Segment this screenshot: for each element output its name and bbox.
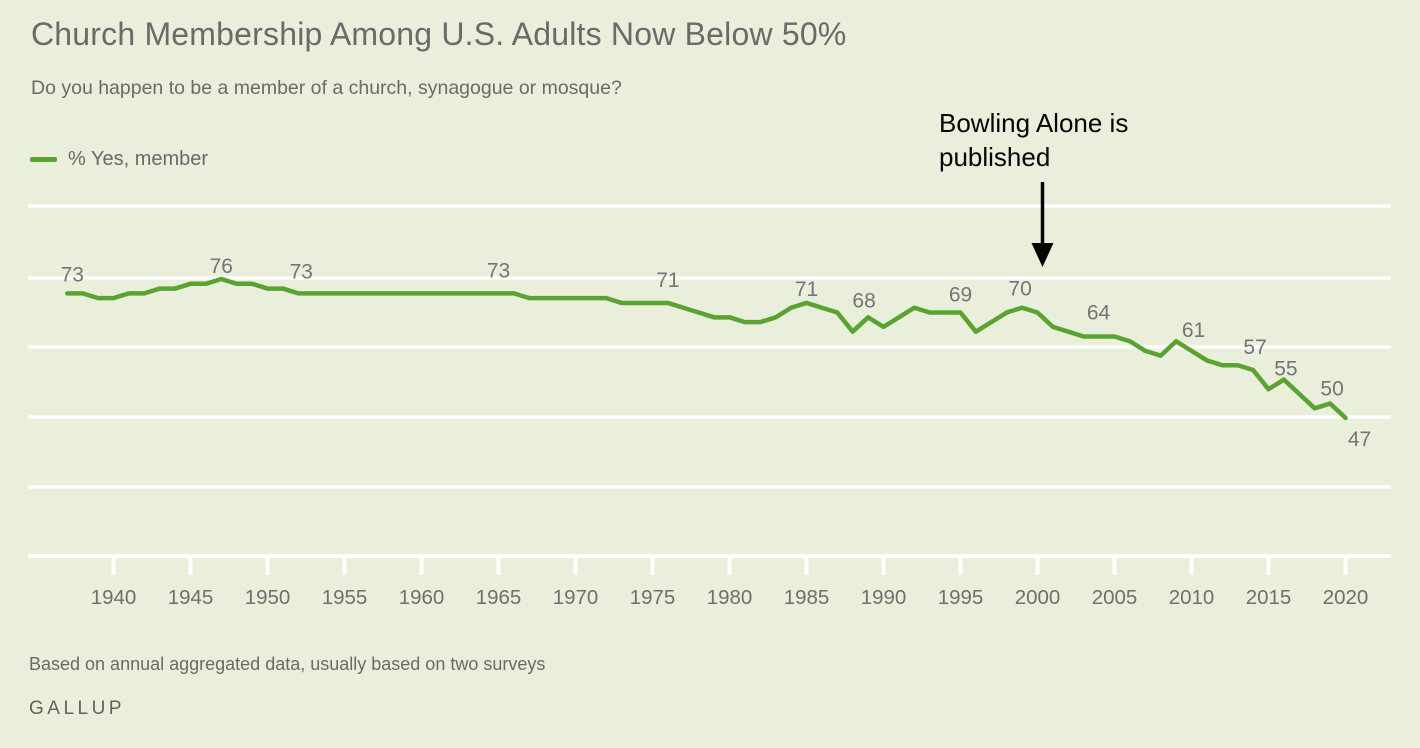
data-point-label: 68: [852, 289, 875, 312]
data-point-label: 71: [795, 278, 818, 301]
data-point-label: 69: [949, 284, 972, 307]
page-title: Church Membership Among U.S. Adults Now …: [31, 16, 847, 52]
legend-label: % Yes, member: [68, 148, 209, 170]
gallup-logo: GALLUP: [29, 698, 125, 719]
series-line: [65, 276, 1348, 421]
annotation-text: Bowling Alone is published: [939, 108, 1129, 172]
x-axis-label: 2005: [1092, 586, 1138, 609]
data-point-label: 47: [1348, 428, 1371, 451]
x-axis-label: 2010: [1169, 586, 1215, 609]
x-axis-label: 1985: [784, 586, 830, 609]
annotation-arrow-head: [1031, 243, 1054, 267]
x-axis-label: 2015: [1246, 586, 1292, 609]
data-point-label: 73: [61, 263, 84, 286]
series-line-swatch-icon: [30, 157, 57, 162]
data-point-label: 57: [1243, 336, 1266, 359]
data-point-label: 50: [1320, 378, 1343, 401]
data-point-label: 70: [1008, 278, 1031, 301]
x-axis-label: 1945: [168, 586, 214, 609]
survey-question-subtitle: Do you happen to be a member of a church…: [31, 77, 622, 99]
x-axis-label: 1940: [91, 586, 137, 609]
x-axis-label: 2000: [1015, 586, 1061, 609]
data-point-label: 55: [1274, 358, 1297, 381]
x-axis-label: 1995: [938, 586, 984, 609]
x-axis-label: 1960: [399, 586, 445, 609]
data-point-label: 76: [210, 255, 233, 278]
data-point-label: 71: [656, 269, 679, 292]
legend: % Yes, member: [30, 148, 208, 171]
x-axis-label: 1970: [553, 586, 599, 609]
x-axis-label: 1955: [322, 586, 368, 609]
x-axis-label: 2020: [1323, 586, 1369, 609]
data-point-label: 73: [290, 260, 313, 283]
data-point-label: 64: [1087, 301, 1111, 324]
data-point-label: 73: [487, 259, 510, 282]
x-axis-label: 1965: [476, 586, 522, 609]
x-axis-label: 1975: [630, 586, 676, 609]
x-axis-label: 1950: [245, 586, 291, 609]
data-point-label: 61: [1182, 319, 1205, 342]
x-axis-label: 1990: [861, 586, 907, 609]
x-axis-label: 1980: [707, 586, 753, 609]
footnote: Based on annual aggregated data, usually…: [29, 654, 546, 674]
